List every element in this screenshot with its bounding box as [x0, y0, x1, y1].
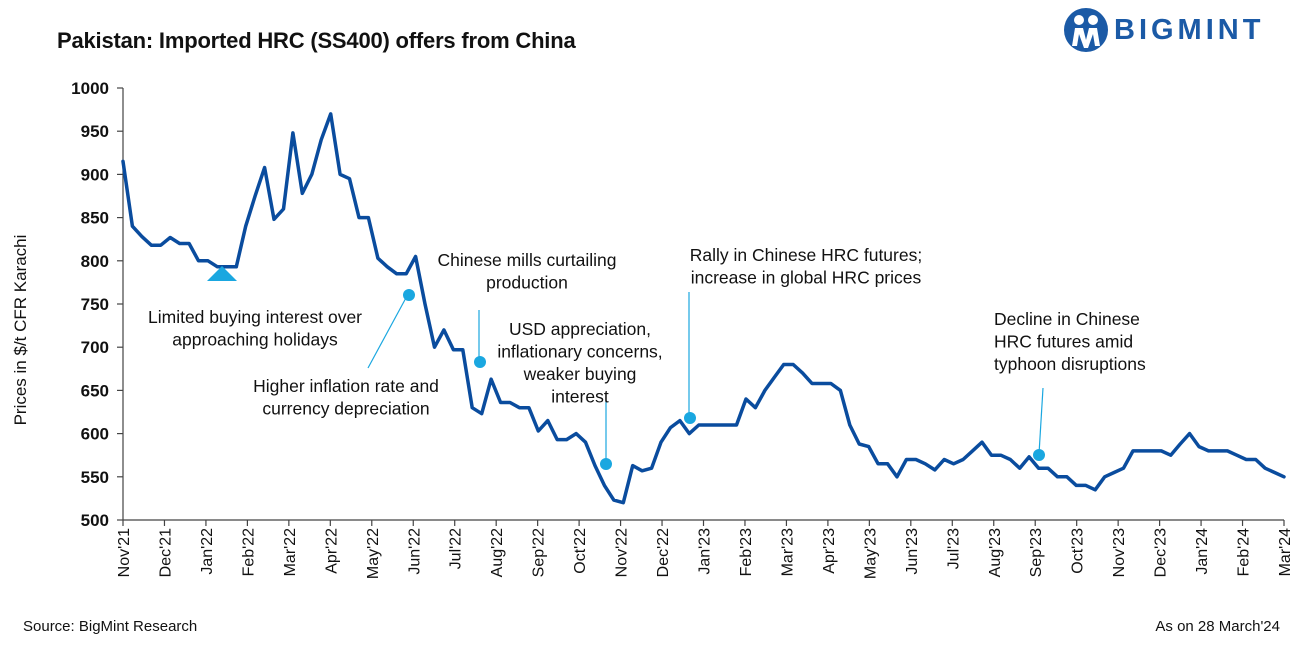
x-tick-label: Apr'22	[323, 528, 340, 574]
y-tick-label: 850	[81, 209, 109, 228]
x-tick-label: Feb'23	[738, 528, 755, 577]
annotation-line: Higher inflation rate and	[253, 376, 439, 396]
annotation-text: Limited buying interest over approaching …	[148, 307, 362, 350]
x-tick-label: Nov'21	[116, 528, 133, 577]
x-tick-label: Mar'23	[779, 528, 796, 577]
x-tick-label: Aug'22	[489, 528, 506, 577]
x-tick-label: Jun'23	[904, 528, 921, 575]
annotation-text: Decline in Chinese HRC futures amid typhoo…	[994, 309, 1146, 374]
y-tick-label: 800	[81, 252, 109, 271]
x-tick-label: Jun'22	[406, 528, 423, 575]
y-tick-label: 750	[81, 295, 109, 314]
annotation-line: increase in global HRC prices	[691, 268, 922, 288]
x-tick-label: Dec'22	[655, 528, 672, 577]
x-tick-label: Jan'24	[1194, 528, 1211, 575]
x-tick-label: Mar'22	[282, 528, 299, 577]
annotation-line: Chinese mills curtailing	[438, 250, 617, 270]
price-series-line	[121, 112, 1286, 505]
annotation-leader-line	[1038, 387, 1044, 455]
annotation-line: Limited buying interest over	[148, 307, 362, 327]
logo-text: BIGMINT	[1114, 14, 1265, 46]
annotation-line: Decline in Chinese	[994, 309, 1140, 329]
annotation-dot-marker	[403, 289, 415, 301]
y-tick-label: 950	[81, 122, 109, 141]
y-tick-label: 900	[81, 165, 109, 184]
y-tick-label: 700	[81, 338, 109, 357]
source-note: Source: BigMint Research	[23, 618, 198, 635]
x-tick-label: Jul'23	[945, 528, 962, 569]
annotation-line: interest	[551, 387, 609, 407]
x-tick-label: Oct'22	[572, 528, 589, 574]
chart-title: Pakistan: Imported HRC (SS400) offers fr…	[57, 28, 576, 53]
annotation-text: USD appreciation, inflationary concerns, w…	[497, 319, 662, 407]
annotation-line: USD appreciation,	[509, 319, 651, 339]
annotation-leader-line	[367, 295, 408, 369]
x-tick-label: Sep'22	[531, 528, 548, 577]
annotation-line: approaching holidays	[172, 330, 338, 350]
y-tick-label: 600	[81, 425, 109, 444]
x-tick-label: Dec'21	[157, 528, 174, 577]
x-tick-label: Oct'23	[1070, 528, 1087, 574]
bigmint-logo	[1062, 6, 1288, 62]
x-tick-label: Jul'22	[448, 528, 465, 569]
annotation-dot-marker	[684, 412, 696, 424]
x-tick-label: Nov'22	[614, 528, 631, 577]
x-tick-label: Sep'23	[1028, 528, 1045, 577]
annotation-leaders	[367, 292, 1044, 463]
annotation-triangle-marker	[207, 266, 237, 281]
x-tick-label: Jan'23	[697, 528, 714, 575]
x-tick-label: Nov'23	[1111, 528, 1128, 577]
x-tick-label: May'22	[365, 528, 382, 579]
y-axis-label: Prices in $/t CFR Karachi	[11, 235, 30, 426]
x-tick-label: Feb'22	[240, 528, 257, 577]
annotation-markers	[207, 266, 1045, 470]
x-axis-ticks: Nov'21 Dec'21 Jan'22 Feb'22 Mar'22 Apr'22 May'…	[116, 520, 1294, 579]
x-tick-label: Dec'23	[1153, 528, 1170, 577]
y-tick-label: 650	[81, 381, 109, 400]
annotation-dot-marker	[474, 356, 486, 368]
annotation-dot-marker	[600, 458, 612, 470]
x-tick-label: Jan'22	[199, 528, 216, 575]
y-tick-label: 1000	[71, 79, 109, 98]
x-tick-label: May'23	[862, 528, 879, 579]
annotation-text: Chinese mills curtailing production	[438, 250, 617, 293]
x-tick-label: Apr'23	[821, 528, 838, 574]
x-tick-label: Aug'23	[987, 528, 1004, 577]
annotation-line: HRC futures amid	[994, 332, 1133, 352]
annotation-line: weaker buying	[523, 364, 637, 384]
annotations: Limited buying interest over approaching …	[148, 245, 1146, 419]
y-axis-ticks: 500 550 600 650 700 750 800 850 900 950 1000	[71, 79, 123, 530]
annotation-line: production	[486, 273, 568, 293]
x-tick-label: Mar'24	[1277, 528, 1294, 577]
annotation-line: currency depreciation	[262, 399, 429, 419]
as-on-date: As on 28 March'24	[1155, 618, 1280, 635]
x-tick-label: Feb'24	[1236, 528, 1253, 577]
annotation-text: Rally in Chinese HRC futures; increase in…	[690, 245, 922, 288]
annotation-line: inflationary concerns,	[497, 342, 662, 362]
y-tick-label: 550	[81, 468, 109, 487]
annotation-dot-marker	[1033, 449, 1045, 461]
annotation-text: Higher inflation rate and currency deprec…	[253, 376, 439, 419]
logo-people-icon	[1064, 8, 1108, 52]
annotation-line: Rally in Chinese HRC futures;	[690, 245, 922, 265]
annotation-line: typhoon disruptions	[994, 354, 1146, 374]
y-tick-label: 500	[81, 511, 109, 530]
